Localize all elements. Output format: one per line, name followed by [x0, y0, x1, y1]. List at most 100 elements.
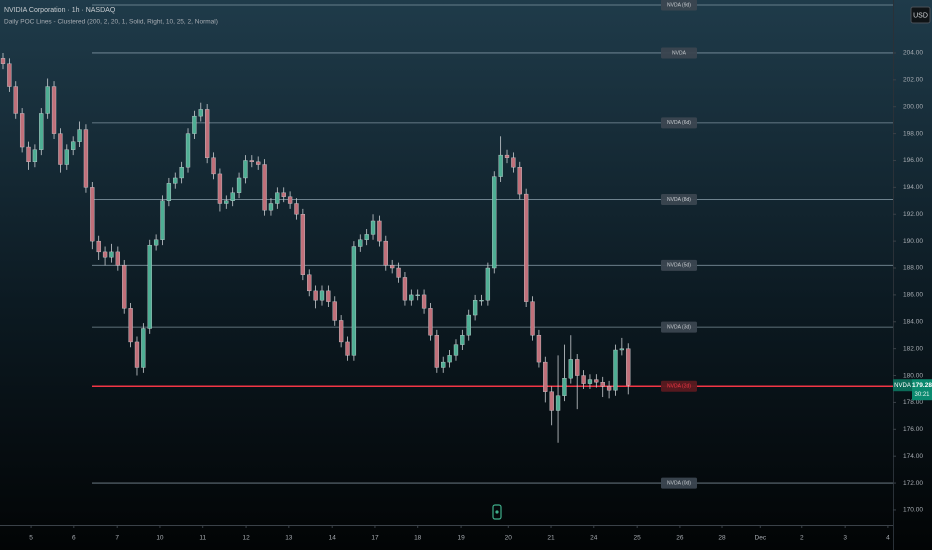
poc-label-box: [661, 477, 697, 489]
indicator-legend[interactable]: Daily POC Lines - Clustered (200, 2, 20,…: [4, 19, 218, 26]
candle-body: [517, 167, 522, 195]
event-icon[interactable]: [492, 504, 502, 520]
candle-body: [51, 86, 57, 134]
symbol-label: NVDA: [894, 383, 911, 389]
x-tick-label: 17: [371, 535, 379, 542]
candle-body: [555, 395, 561, 411]
candle-body: [249, 160, 254, 163]
candle-body: [498, 154, 503, 177]
last-price-badge: [912, 379, 932, 401]
y-tick-label: 170.00: [903, 507, 923, 514]
candle-body: [192, 115, 197, 134]
x-tick-label: 18: [414, 535, 422, 542]
symbol-badge: [893, 379, 912, 392]
candle-body: [147, 244, 152, 329]
candle-body: [377, 220, 382, 242]
candle-body: [83, 129, 89, 188]
x-tick-label: 6: [72, 535, 76, 542]
candle-body: [217, 173, 223, 204]
candle-body: [370, 220, 376, 235]
candle-body: [281, 192, 286, 197]
poc-label-box: [661, 321, 697, 333]
candle-body: [434, 335, 439, 368]
candle-body: [326, 290, 331, 302]
candle-body: [300, 214, 306, 275]
event-marker[interactable]: [492, 504, 502, 520]
poc-label-box: [661, 47, 697, 59]
candle-body: [153, 239, 159, 246]
x-tick-label: 19: [457, 535, 465, 542]
candle-body: [173, 177, 178, 184]
candle-body: [402, 277, 408, 301]
y-tick-label: 202.00: [903, 77, 923, 84]
y-tick-label: 204.00: [903, 50, 923, 57]
candle-body: [7, 63, 12, 87]
poc-label: NVDA (0d): [667, 480, 691, 486]
candle-body: [460, 335, 465, 345]
candle-body: [364, 234, 369, 240]
currency-box[interactable]: [910, 6, 931, 24]
x-tick-label: 11: [199, 535, 206, 542]
last-price-label: 179.28: [912, 382, 932, 389]
candle-body: [32, 149, 38, 163]
candle-body: [122, 265, 127, 309]
candle-body: [287, 196, 293, 204]
candle-body: [409, 294, 414, 301]
currency[interactable]: USD: [913, 12, 928, 19]
candle-body: [466, 314, 471, 336]
candle-body: [351, 246, 357, 356]
candle-body: [262, 164, 267, 211]
candle-body: [453, 344, 459, 356]
candle-body: [115, 251, 120, 266]
x-tick-label: 26: [676, 535, 684, 542]
x-tick-label: 12: [242, 535, 250, 542]
candle-body: [230, 192, 235, 201]
y-tick-label: 176.00: [903, 426, 923, 433]
poc-layer: NVDA (9d) NVDA NVDA (6d) NVDA (8d) NVDA (5d)…: [92, 0, 893, 489]
chart-title: NVIDIA Corporation · 1h · NASDAQ: [4, 7, 116, 14]
candle-body: [504, 154, 510, 158]
x-tick-label: 28: [718, 535, 726, 542]
countdown-label: 30:21: [914, 392, 930, 398]
candle-body: [236, 177, 242, 193]
poc-label: NVDA (9d): [667, 2, 691, 8]
x-tick-label: 7: [115, 535, 119, 542]
candle-body: [492, 176, 497, 269]
candle-body: [256, 161, 261, 165]
candle-body: [606, 386, 612, 391]
y-tick-label: 172.00: [903, 480, 923, 487]
candle-body: [421, 294, 427, 309]
candle-body: [211, 157, 216, 175]
candle-body: [275, 192, 280, 204]
poc-label-box: [661, 380, 697, 392]
candle-body: [358, 239, 363, 247]
candle-body: [205, 109, 210, 158]
event-dot: [495, 510, 499, 514]
candle-body: [166, 183, 172, 201]
candle-body: [141, 328, 146, 368]
candle-body: [345, 341, 350, 356]
poc-label: NVDA (6d): [667, 120, 691, 126]
y-tick-label: 186.00: [903, 292, 923, 299]
candle-body: [102, 251, 108, 258]
candle-body: [383, 240, 388, 266]
candle-body: [575, 359, 580, 376]
candle-body: [396, 267, 401, 278]
candle-body: [338, 320, 344, 343]
candle-body: [536, 335, 542, 363]
x-tick-label: 10: [156, 535, 164, 542]
candle-body: [0, 58, 6, 64]
x-tick-label: 13: [285, 535, 293, 542]
y-tick-label: 196.00: [903, 157, 923, 164]
y-tick-label: 190.00: [903, 238, 923, 245]
x-tick-label: 5: [29, 535, 33, 542]
candle-body: [77, 129, 82, 142]
candle-body: [447, 355, 452, 363]
candle-body: [134, 341, 140, 368]
x-tick-label: 24: [590, 535, 598, 542]
y-tick-label: 174.00: [903, 453, 923, 460]
candle-body: [600, 382, 605, 387]
candle-body: [568, 359, 573, 379]
